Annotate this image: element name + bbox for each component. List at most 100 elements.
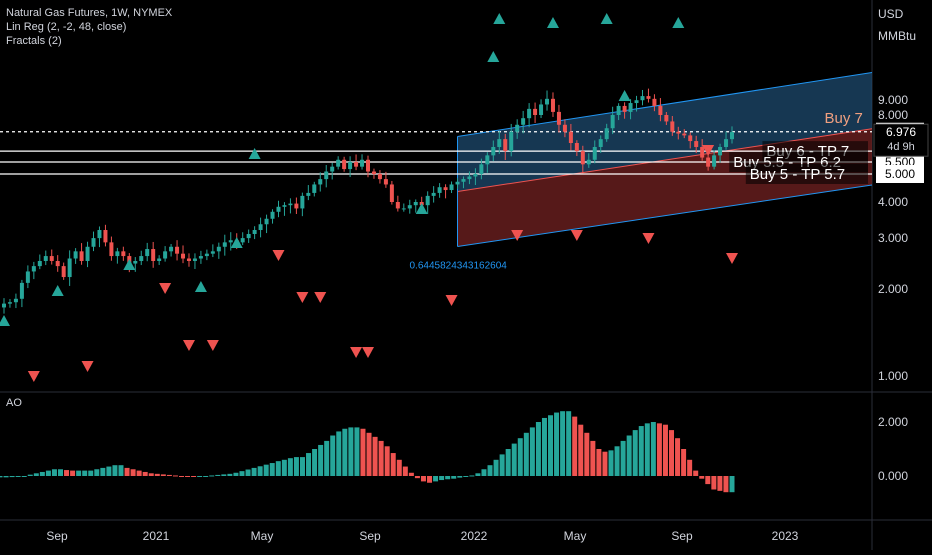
ao-bar	[566, 411, 572, 476]
ao-bar	[469, 475, 475, 477]
candle-body	[568, 131, 573, 144]
ao-bar	[717, 476, 723, 491]
candle-body	[491, 146, 496, 156]
ao-bar	[76, 470, 82, 476]
ao-bar	[281, 459, 287, 476]
ao-bar	[650, 422, 656, 476]
candle-body	[25, 271, 30, 283]
price-tick-label: 8.000	[878, 108, 908, 122]
ao-bar	[481, 469, 487, 476]
ao-bar	[729, 476, 735, 493]
candle-body	[395, 202, 400, 209]
candle-body	[330, 166, 335, 172]
ao-bar	[233, 472, 239, 476]
candle-body	[324, 171, 329, 180]
candle-body	[204, 253, 209, 257]
candle-body	[688, 135, 693, 142]
candle-body	[682, 133, 687, 136]
ao-bar	[112, 465, 118, 476]
ao-bar	[172, 475, 178, 477]
ao-bar	[209, 475, 215, 477]
candle-body	[652, 98, 657, 106]
ao-bar	[529, 427, 535, 476]
ao-bar	[602, 451, 608, 476]
ao-bar	[560, 411, 566, 476]
candle-body	[718, 146, 723, 156]
ao-bar	[154, 473, 160, 476]
candle-body	[336, 159, 341, 167]
last-price-box	[873, 123, 929, 157]
candle-body	[724, 139, 729, 147]
candle-body	[562, 124, 567, 132]
ao-bar	[451, 476, 457, 479]
candle-body	[19, 282, 24, 299]
ao-bar	[723, 476, 729, 493]
candle-body	[181, 253, 186, 259]
ao-bar	[21, 476, 27, 477]
ao-bar	[118, 465, 124, 476]
ao-bar	[372, 436, 378, 476]
last-price-value: 6.976	[886, 125, 916, 139]
candle-body	[586, 159, 591, 165]
ao-bar	[584, 432, 590, 476]
candle-body	[413, 202, 418, 206]
candle-body	[7, 302, 12, 304]
fractal-up-marker	[248, 148, 261, 159]
ao-bar	[275, 461, 281, 476]
ao-bar	[608, 450, 614, 476]
ao-bar	[493, 459, 499, 476]
ao-bar	[644, 423, 650, 476]
ao-bar	[245, 469, 251, 476]
ao-bar	[445, 476, 451, 480]
candle-body	[133, 260, 138, 264]
time-tick-label: Sep	[46, 529, 68, 543]
candle-body	[712, 155, 717, 167]
candle-body	[622, 105, 627, 112]
fractal-down-marker	[702, 145, 715, 156]
candle-body	[145, 249, 150, 257]
regression-upper-line	[457, 71, 873, 137]
ao-bar	[614, 446, 620, 476]
candle-body	[574, 143, 579, 152]
ao-bar	[324, 440, 330, 476]
candle-body	[282, 205, 287, 207]
ao-bar	[142, 471, 148, 476]
candle-body	[616, 105, 621, 115]
ao-bar	[9, 476, 15, 478]
ao-bar	[100, 467, 106, 476]
candle-body	[198, 256, 203, 259]
chart-legend: Natural Gas Futures, 1W, NYMEX Lin Reg (…	[6, 6, 172, 48]
ao-bar	[178, 476, 184, 477]
fractal-down-marker	[81, 361, 94, 372]
fractal-down-marker	[27, 371, 40, 382]
ao-bar	[366, 432, 372, 476]
price-tick-label: 3.000	[878, 231, 908, 245]
ao-bar	[554, 412, 560, 476]
candle-body	[288, 203, 293, 206]
fractal-up-marker	[618, 90, 631, 101]
ao-bar	[675, 438, 681, 476]
level-price-box-3	[876, 164, 924, 183]
regression-value-label: 0.6445824343162604	[410, 260, 508, 271]
ao-bar	[499, 454, 505, 476]
ao-bar	[45, 470, 51, 476]
candle-body	[175, 246, 180, 254]
candle-body	[640, 96, 645, 101]
ao-bar	[487, 465, 493, 476]
ao-bar	[336, 431, 342, 476]
time-tick-label: May	[251, 529, 274, 543]
ao-bar	[541, 417, 547, 476]
ao-bar	[197, 476, 203, 477]
ao-bar	[348, 427, 354, 476]
candle-body	[694, 141, 699, 147]
fractal-down-marker	[362, 347, 374, 358]
ao-bar	[88, 470, 94, 476]
price-unit-line2: MMBtu	[878, 29, 916, 43]
level-label-3: Buy 5 - TP 5.7	[750, 166, 845, 183]
fractal-down-marker	[570, 230, 583, 241]
ao-bar	[160, 474, 166, 476]
fractal-up-marker	[123, 259, 136, 270]
candle-body	[216, 246, 221, 252]
